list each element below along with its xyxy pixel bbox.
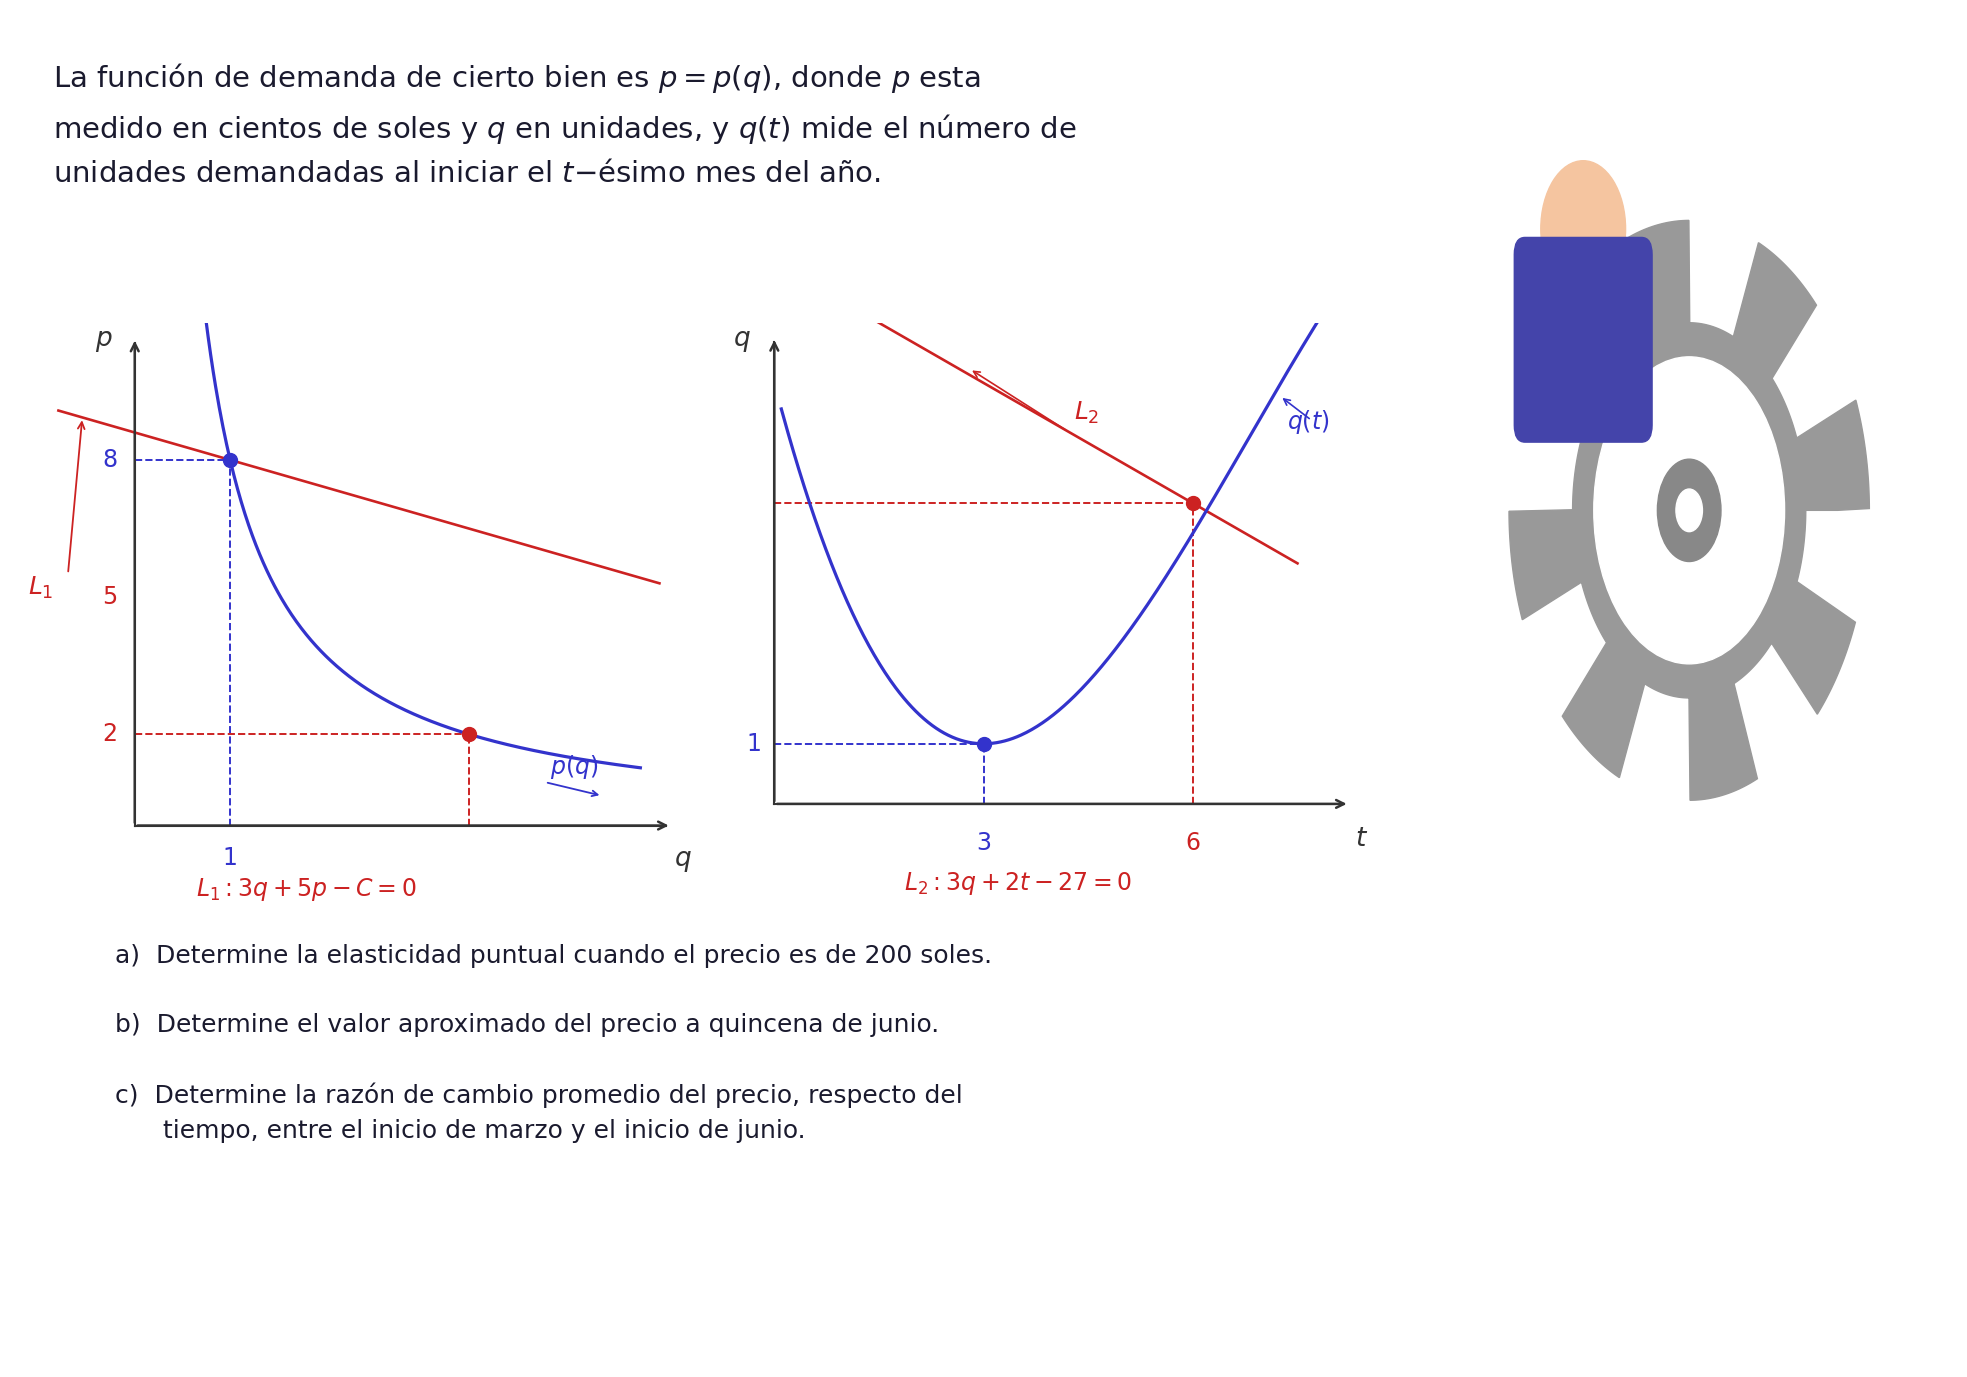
Text: 6: 6 xyxy=(1186,830,1200,855)
Text: $L_2: 3q + 2t - 27 = 0$: $L_2: 3q + 2t - 27 = 0$ xyxy=(905,870,1133,896)
Circle shape xyxy=(1540,161,1625,297)
Text: $q(t)$: $q(t)$ xyxy=(1286,408,1330,437)
Text: 2: 2 xyxy=(102,722,118,746)
Circle shape xyxy=(1676,489,1701,532)
Text: 1: 1 xyxy=(747,731,761,756)
Text: $L_1$: $L_1$ xyxy=(28,574,53,600)
Text: $L_2$: $L_2$ xyxy=(1074,399,1100,425)
Polygon shape xyxy=(1509,220,1869,800)
Text: 3: 3 xyxy=(976,830,991,855)
Text: $p(q)$: $p(q)$ xyxy=(549,753,598,781)
Text: 5: 5 xyxy=(102,585,118,609)
Text: $q$: $q$ xyxy=(734,328,751,354)
Text: $L_1: 3q + 5p - C = 0$: $L_1: 3q + 5p - C = 0$ xyxy=(197,876,417,903)
Text: a)  Determine la elasticidad puntual cuando el precio es de 200 soles.

b)  Dete: a) Determine la elasticidad puntual cuan… xyxy=(114,945,991,1143)
Circle shape xyxy=(1593,357,1784,664)
Circle shape xyxy=(1658,459,1721,562)
Text: $p$: $p$ xyxy=(94,328,112,354)
Text: $q$: $q$ xyxy=(673,848,692,874)
Text: $t$: $t$ xyxy=(1355,826,1367,851)
FancyBboxPatch shape xyxy=(1515,237,1652,442)
Text: La función de demanda de cierto bien es $p = p(q)$, donde $p$ esta
medido en cie: La función de demanda de cierto bien es … xyxy=(53,61,1076,189)
Text: 8: 8 xyxy=(102,448,118,472)
Text: 1: 1 xyxy=(222,845,238,870)
